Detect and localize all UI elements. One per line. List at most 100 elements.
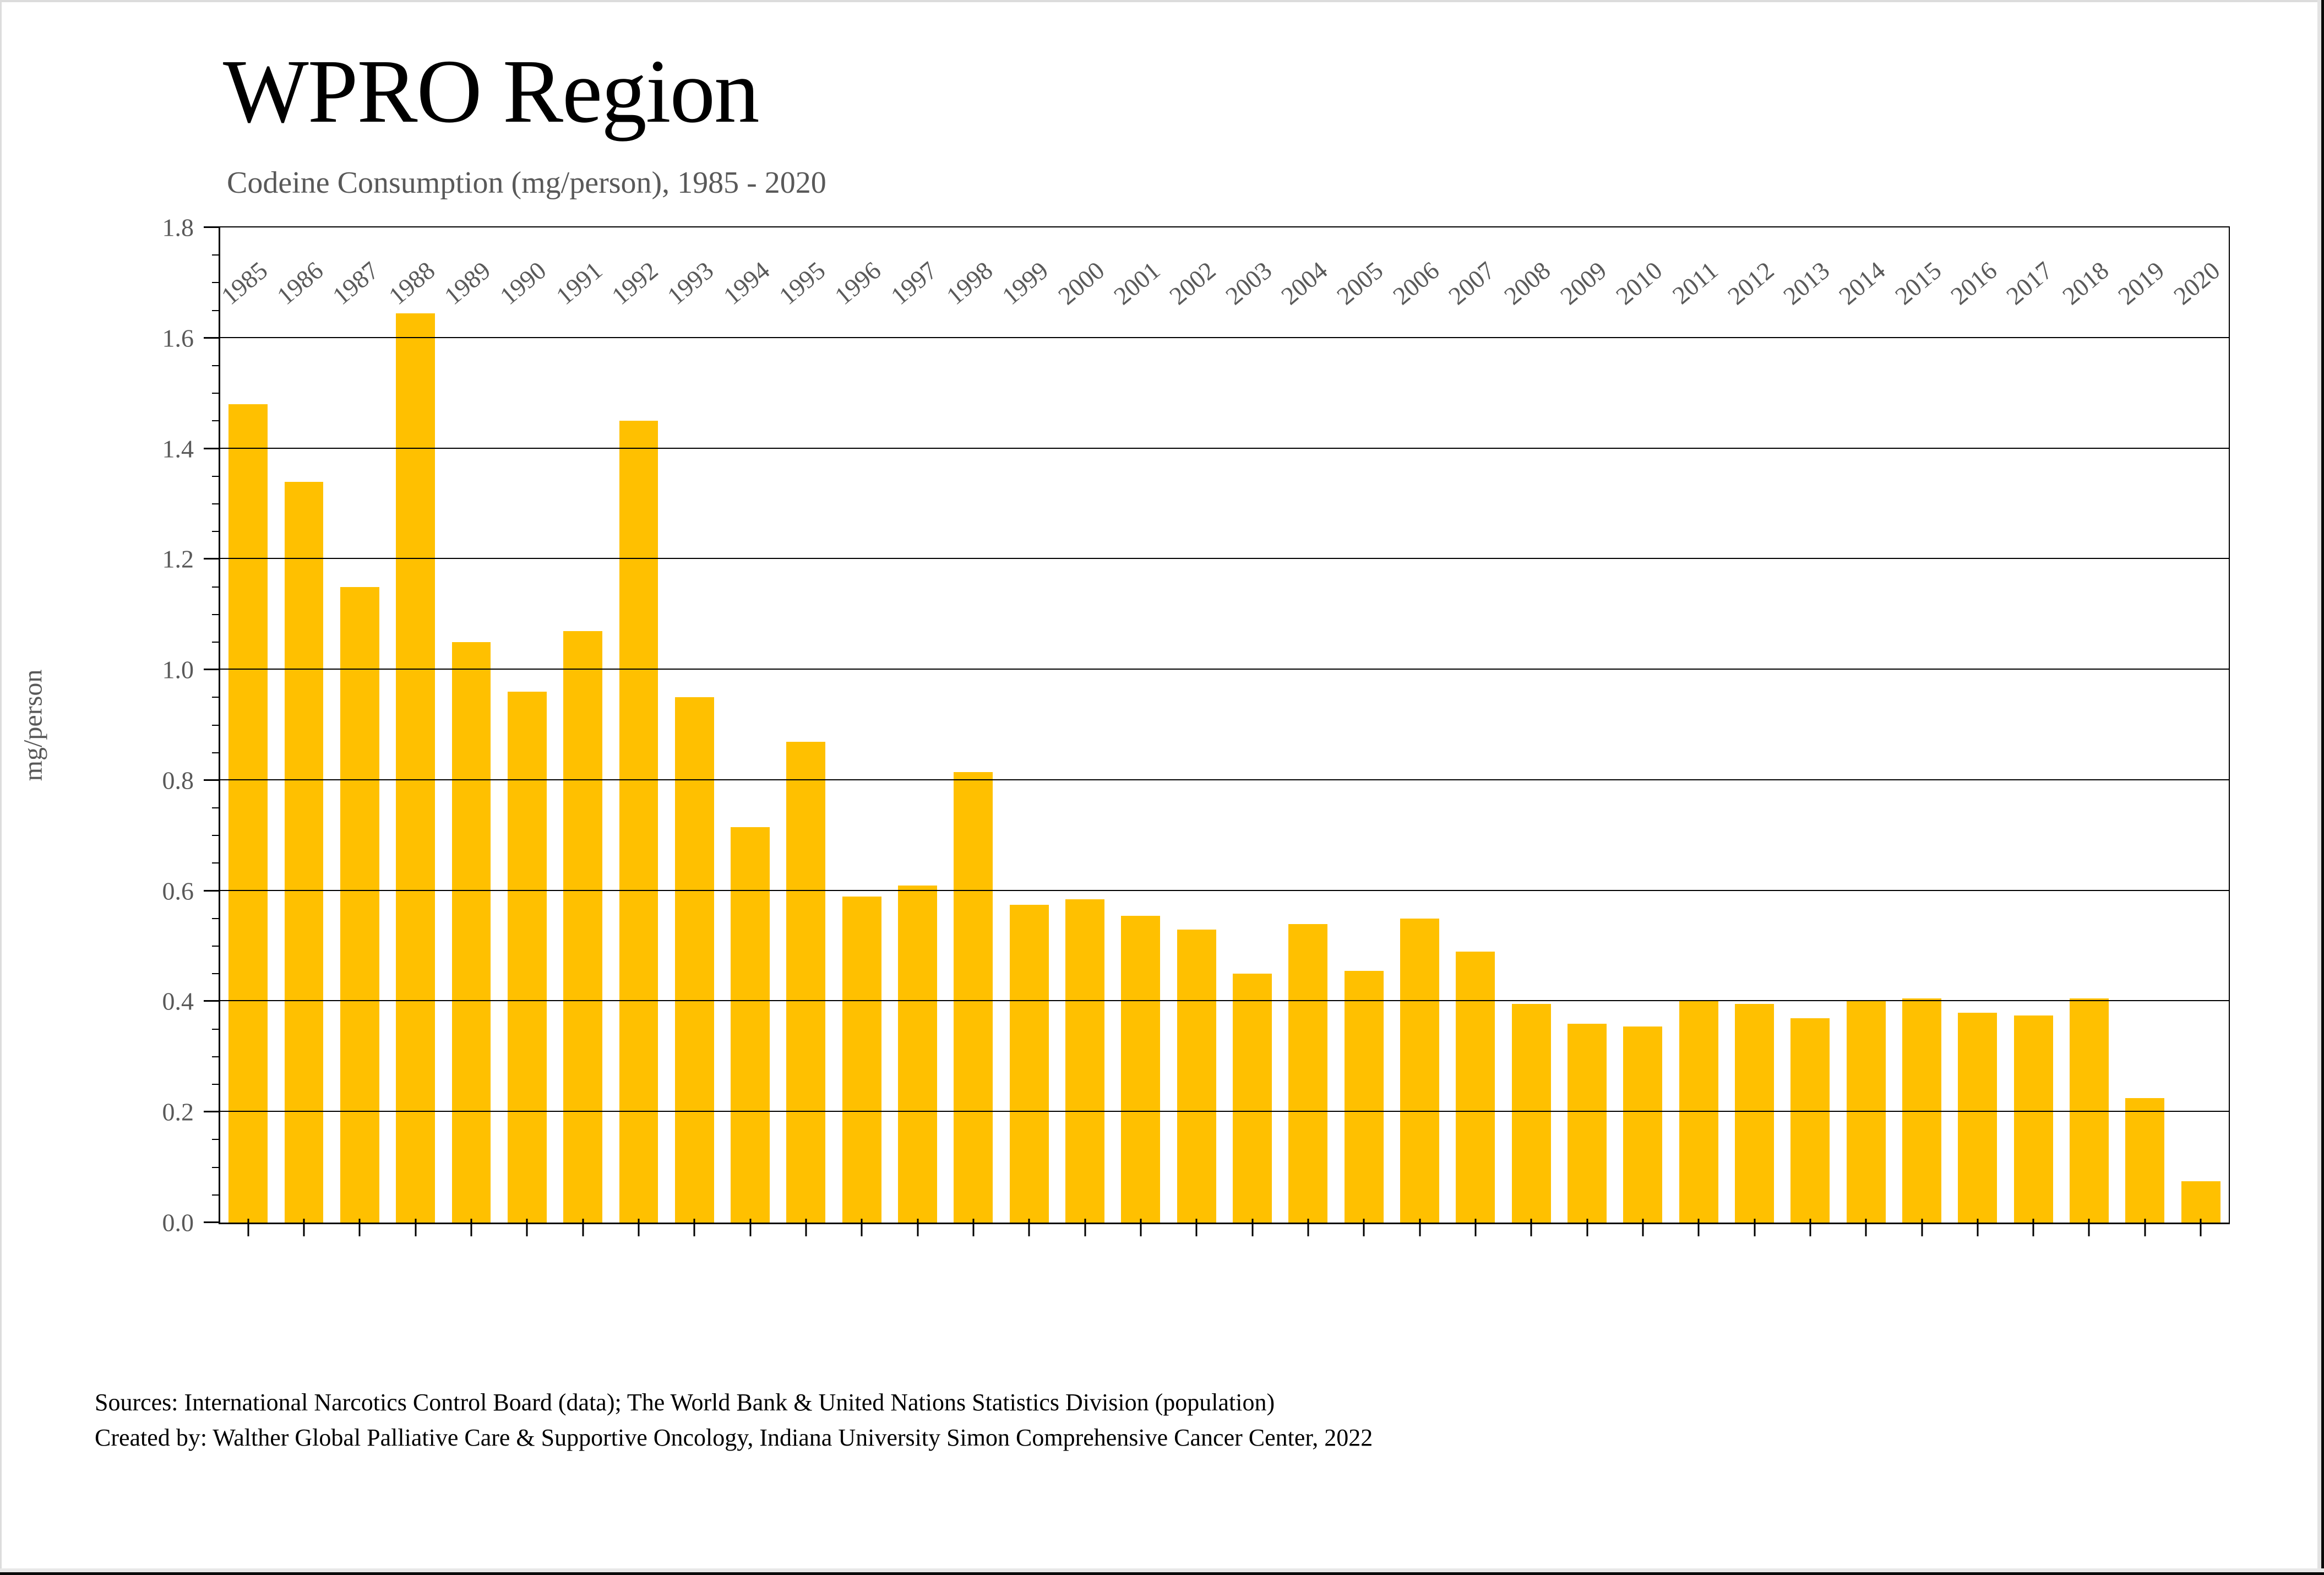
y-axis-major-tick <box>204 1111 220 1113</box>
y-axis-minor-tick <box>212 586 220 588</box>
y-axis-minor-tick <box>212 282 220 284</box>
x-axis-tick <box>358 1219 361 1236</box>
x-axis-tick <box>1307 1219 1309 1236</box>
bar-2012 <box>1735 1004 1774 1223</box>
x-tick-label: 2001 <box>1108 256 1166 311</box>
x-tick-label: 2020 <box>2168 256 2225 311</box>
bar-1995 <box>786 741 826 1223</box>
x-axis-tick <box>1697 1219 1700 1236</box>
y-axis-minor-tick <box>212 946 220 947</box>
bar-1998 <box>954 772 993 1223</box>
bar-series: 1985 1986 1987 1988 1989 1990 1991 1992 1993 1994… <box>216 227 2229 1236</box>
y-axis-minor-tick <box>212 1139 220 1140</box>
y-axis-minor-tick <box>212 613 220 615</box>
bar-slot: 1998 <box>941 227 1001 1236</box>
bar-1992 <box>619 421 658 1223</box>
x-tick-label: 2000 <box>1052 256 1109 311</box>
x-tick-label: 1991 <box>550 256 608 311</box>
page-subtitle: Codeine Consumption (mg/person), 1985 - … <box>227 166 826 200</box>
bar-2008 <box>1511 1004 1551 1223</box>
x-axis-tick <box>693 1219 695 1236</box>
window-right-edge-gray <box>2317 0 2321 1575</box>
x-axis-tick <box>582 1219 584 1236</box>
y-axis-minor-tick <box>212 697 220 698</box>
bar-2017 <box>2013 1015 2053 1223</box>
y-axis-minor-tick <box>212 503 220 504</box>
bar-2002 <box>1177 929 1216 1223</box>
x-tick-label: 1986 <box>271 256 329 311</box>
x-tick-label: 2017 <box>2001 256 2058 311</box>
x-axis-tick <box>1419 1219 1421 1236</box>
x-axis-tick <box>1474 1219 1477 1236</box>
x-axis-tick <box>1195 1219 1198 1236</box>
bar-2016 <box>1958 1012 1998 1223</box>
bar-2004 <box>1288 924 1328 1223</box>
bar-slot: 2015 <box>1890 227 1950 1236</box>
x-axis-tick <box>1642 1219 1644 1236</box>
gridline <box>220 1111 2229 1112</box>
x-tick-label: 1999 <box>997 256 1054 311</box>
x-axis-tick <box>1809 1219 1811 1236</box>
bar-2010 <box>1623 1026 1663 1223</box>
x-tick-label: 2018 <box>2056 256 2114 311</box>
y-axis-minor-tick <box>212 917 220 919</box>
bar-1989 <box>451 642 491 1223</box>
x-tick-label: 2013 <box>1777 256 1835 311</box>
bar-slot: 2006 <box>1387 227 1447 1236</box>
y-axis-minor-tick <box>212 835 220 837</box>
bar-1991 <box>563 631 603 1223</box>
bar-1987 <box>340 586 379 1223</box>
x-tick-label: 2010 <box>1610 256 1668 311</box>
footer-created-by-line: Created by: Walther Global Palliative Ca… <box>95 1424 1373 1451</box>
y-axis-title: mg/person <box>18 669 48 781</box>
y-axis-major-tick <box>204 889 220 892</box>
x-axis-tick <box>1586 1219 1588 1236</box>
bar-slot: 1991 <box>551 227 611 1236</box>
gridline <box>220 447 2229 449</box>
y-tick-label: 1.4 <box>162 435 194 463</box>
y-tick-label: 0.2 <box>162 1098 194 1126</box>
y-tick-label: 1.2 <box>162 545 194 573</box>
bar-1994 <box>731 827 770 1223</box>
x-axis-tick <box>749 1219 752 1236</box>
x-axis-tick <box>2088 1219 2090 1236</box>
y-axis-minor-tick <box>212 420 220 422</box>
x-axis-tick <box>1754 1219 1756 1236</box>
y-axis-minor-tick <box>212 475 220 477</box>
x-axis-tick <box>2144 1219 2146 1236</box>
bar-slot: 2010 <box>1610 227 1670 1236</box>
x-axis-tick <box>2200 1219 2202 1236</box>
y-axis-minor-tick <box>212 724 220 726</box>
y-tick-label: 0.4 <box>162 987 194 1015</box>
y-axis-major-tick <box>204 558 220 560</box>
x-tick-label: 2005 <box>1331 256 1389 311</box>
x-tick-label: 1985 <box>215 256 273 311</box>
gridline <box>220 779 2229 780</box>
x-tick-label: 1995 <box>774 256 831 311</box>
x-tick-label: 1994 <box>717 256 775 311</box>
y-tick-label: 0.6 <box>162 877 194 905</box>
y-tick-label: 1.0 <box>162 655 194 684</box>
bar-slot: 1986 <box>271 227 331 1236</box>
footer: Sources: International Narcotics Control… <box>95 1385 1373 1455</box>
bar-slot: 1993 <box>662 227 722 1236</box>
x-axis-tick <box>1140 1219 1142 1236</box>
bar-slot: 1999 <box>997 227 1057 1236</box>
bar-slot: 2017 <box>2001 227 2061 1236</box>
y-axis-minor-tick <box>212 309 220 311</box>
x-tick-label: 2015 <box>1889 256 1946 311</box>
x-axis-tick <box>1865 1219 1867 1236</box>
page-title: WPRO Region <box>223 41 760 142</box>
bar-slot: 1987 <box>327 227 388 1236</box>
bar-slot: 2007 <box>1443 227 1503 1236</box>
bar-slot: 2008 <box>1499 227 1559 1236</box>
window-right-edge <box>2321 0 2324 1575</box>
y-axis-minor-tick <box>212 641 220 643</box>
gridline <box>220 669 2229 670</box>
bar-slot: 1995 <box>774 227 834 1236</box>
x-tick-label: 2006 <box>1387 256 1444 311</box>
bar-2020 <box>2181 1181 2220 1223</box>
y-axis-minor-tick <box>212 1166 220 1168</box>
bar-1985 <box>228 404 268 1223</box>
